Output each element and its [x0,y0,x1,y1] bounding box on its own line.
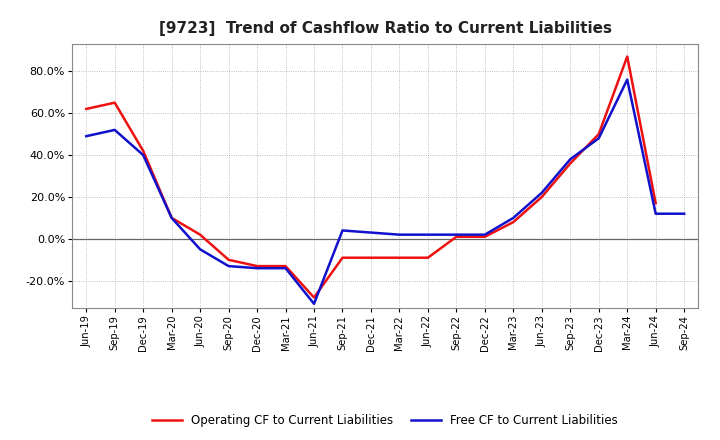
Operating CF to Current Liabilities [196,232,204,237]
Operating CF to Current Liabilities [452,234,461,239]
Operating CF to Current Liabilities [139,148,148,154]
Operating CF to Current Liabilities [253,264,261,269]
Free CF to Current Liabilities [509,215,518,220]
Free CF to Current Liabilities [537,190,546,195]
Operating CF to Current Liabilities [167,215,176,220]
Operating CF to Current Liabilities [595,132,603,137]
Free CF to Current Liabilities [623,77,631,82]
Free CF to Current Liabilities [139,152,148,158]
Free CF to Current Liabilities [338,228,347,233]
Operating CF to Current Liabilities [509,220,518,225]
Free CF to Current Liabilities [480,232,489,237]
Free CF to Current Liabilities [566,157,575,162]
Free CF to Current Liabilities [196,247,204,252]
Free CF to Current Liabilities [282,266,290,271]
Free CF to Current Liabilities [310,301,318,306]
Operating CF to Current Liabilities [566,161,575,166]
Free CF to Current Liabilities [253,266,261,271]
Operating CF to Current Liabilities [480,234,489,239]
Free CF to Current Liabilities [366,230,375,235]
Free CF to Current Liabilities [395,232,404,237]
Line: Operating CF to Current Liabilities: Operating CF to Current Liabilities [86,57,656,297]
Operating CF to Current Liabilities [423,255,432,260]
Legend: Operating CF to Current Liabilities, Free CF to Current Liabilities: Operating CF to Current Liabilities, Fre… [153,414,618,427]
Free CF to Current Liabilities [110,127,119,132]
Line: Free CF to Current Liabilities: Free CF to Current Liabilities [86,80,684,304]
Operating CF to Current Liabilities [282,264,290,269]
Free CF to Current Liabilities [167,215,176,220]
Operating CF to Current Liabilities [110,100,119,105]
Operating CF to Current Liabilities [338,255,347,260]
Free CF to Current Liabilities [423,232,432,237]
Operating CF to Current Liabilities [310,295,318,300]
Title: [9723]  Trend of Cashflow Ratio to Current Liabilities: [9723] Trend of Cashflow Ratio to Curren… [158,21,612,36]
Free CF to Current Liabilities [680,211,688,216]
Operating CF to Current Liabilities [652,201,660,206]
Operating CF to Current Liabilities [82,106,91,112]
Free CF to Current Liabilities [595,136,603,141]
Operating CF to Current Liabilities [225,257,233,262]
Free CF to Current Liabilities [225,264,233,269]
Operating CF to Current Liabilities [537,194,546,200]
Operating CF to Current Liabilities [395,255,404,260]
Operating CF to Current Liabilities [366,255,375,260]
Operating CF to Current Liabilities [623,54,631,59]
Free CF to Current Liabilities [452,232,461,237]
Free CF to Current Liabilities [652,211,660,216]
Free CF to Current Liabilities [82,134,91,139]
